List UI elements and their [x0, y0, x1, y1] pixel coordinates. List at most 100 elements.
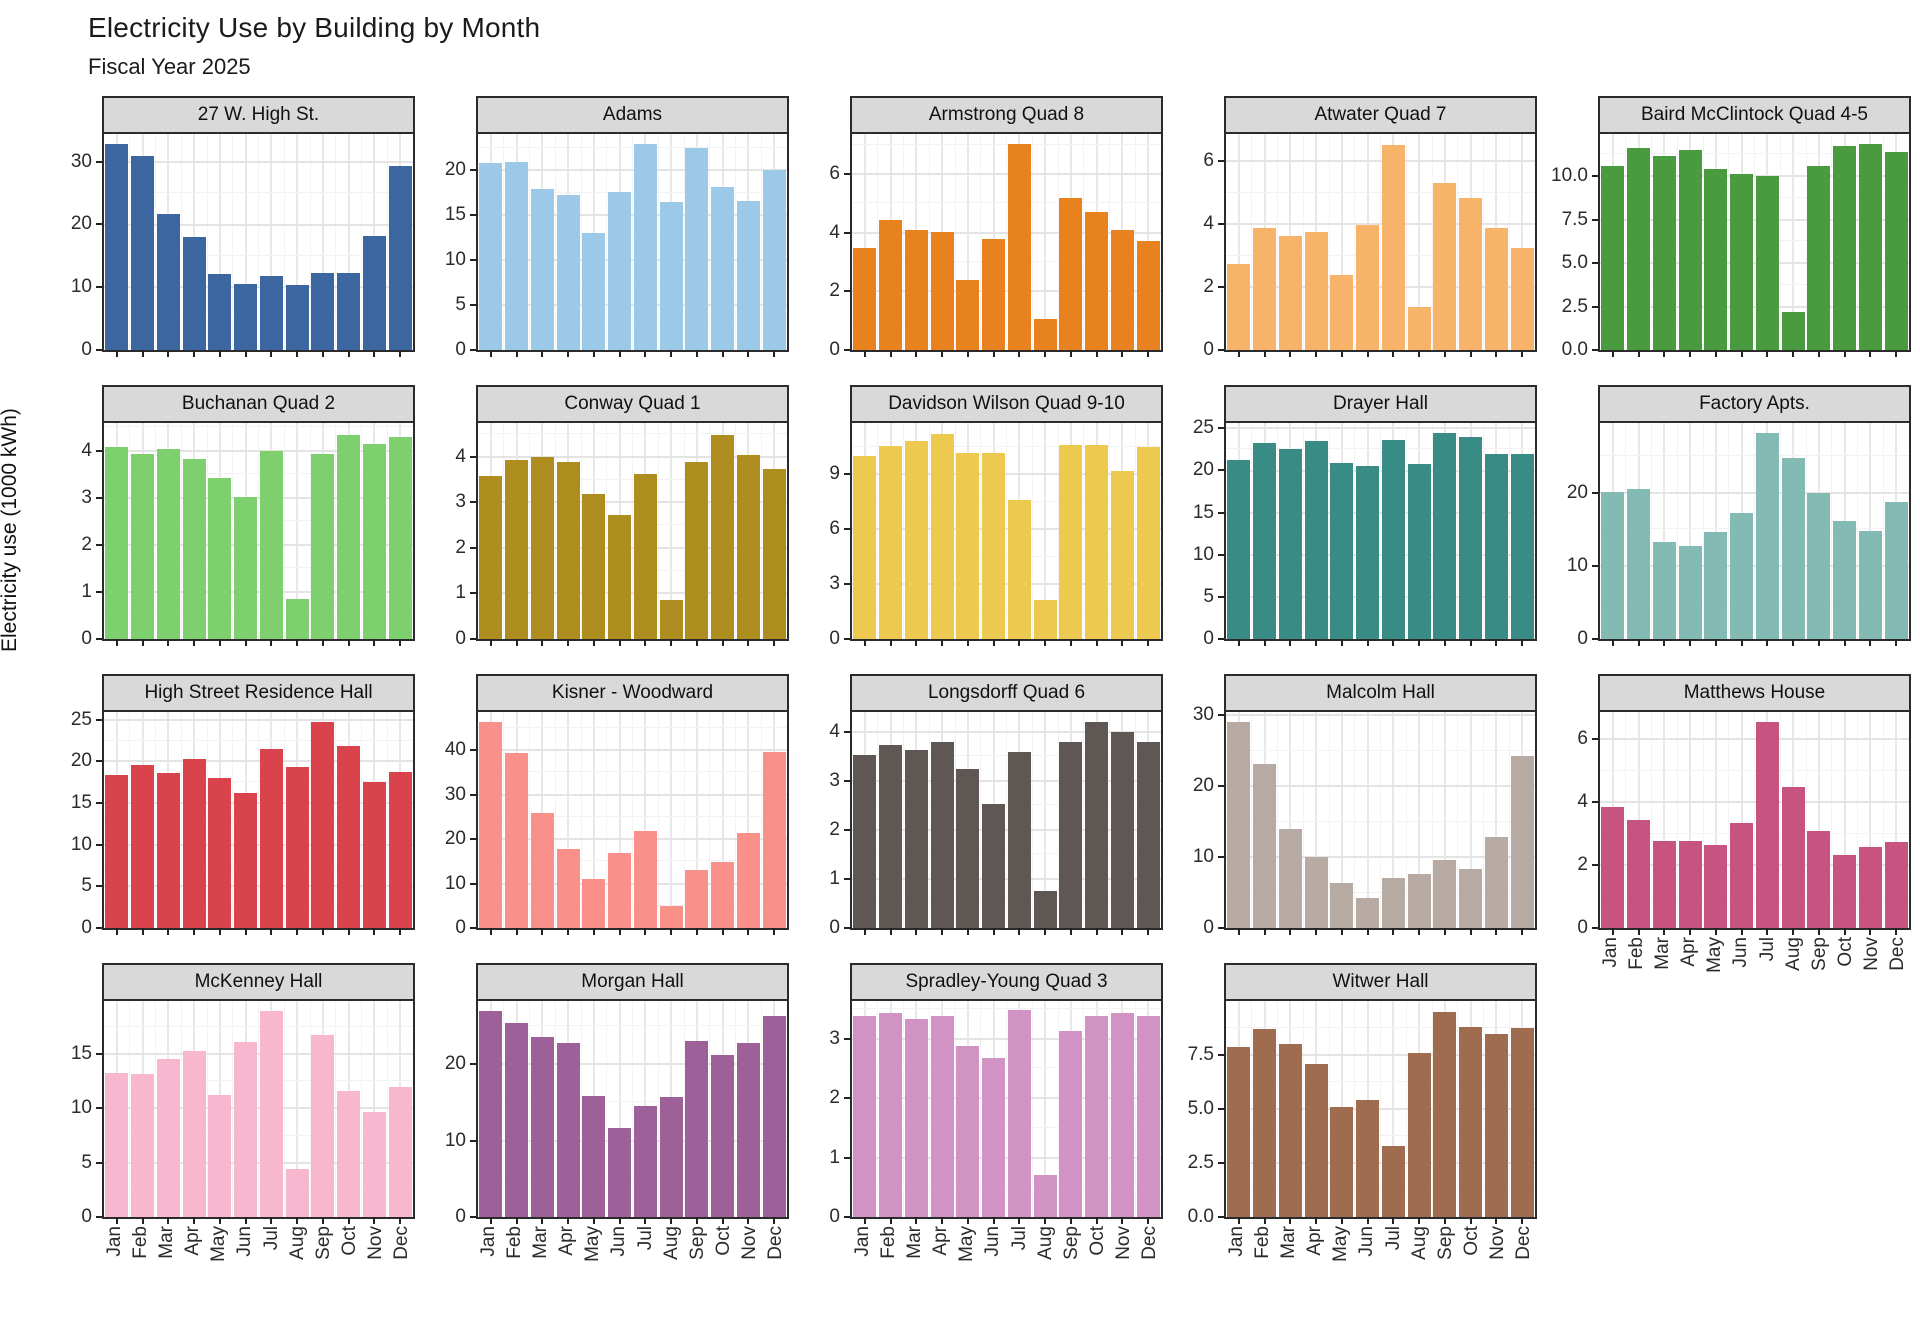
gridline-minor-h — [1226, 191, 1535, 193]
bar-slot — [1110, 423, 1136, 639]
bar-slot — [929, 423, 955, 639]
bar-slot — [1007, 712, 1033, 928]
x-tick-mark — [1315, 350, 1318, 357]
x-tick-mark — [1263, 928, 1266, 935]
bar-slot — [284, 134, 310, 350]
y-tick-label: 4 — [829, 221, 840, 243]
bar-slot — [336, 134, 362, 350]
x-tick-mark — [773, 1217, 776, 1224]
gridline-minor-v — [1779, 712, 1781, 928]
bar — [182, 458, 206, 639]
gridline-minor-h — [478, 146, 787, 148]
y-tick-mark — [1592, 801, 1598, 804]
gridline-major-h — [478, 1063, 787, 1066]
gridline-minor-h — [852, 1126, 1161, 1128]
gridline-minor-v — [1625, 423, 1627, 639]
x-tick-mark — [1392, 1217, 1395, 1224]
bar-group — [1226, 712, 1535, 928]
bar-slot — [1432, 1001, 1458, 1217]
x-label-slot: Feb — [1250, 1226, 1276, 1288]
y-tick-label: 20 — [1192, 775, 1214, 797]
gridline-minor-v — [903, 1001, 904, 1217]
bar — [208, 1095, 232, 1217]
bar-slot — [1652, 134, 1678, 350]
bar-slot — [852, 712, 878, 928]
y-tick-mark — [96, 286, 102, 289]
x-label-slot: Apr — [554, 1226, 580, 1288]
x-tick-mark — [1366, 928, 1369, 935]
bar-slot — [1135, 134, 1161, 350]
bar-slot — [478, 712, 504, 928]
gridline-major-h — [852, 528, 1161, 531]
bar-slot — [504, 712, 530, 928]
gridline-minor-v — [129, 423, 131, 639]
gridline-minor-v — [1728, 712, 1730, 928]
bar — [259, 1010, 283, 1217]
x-tick-mark — [1340, 350, 1343, 357]
gridline-minor-v — [760, 423, 762, 639]
bar — [1110, 1013, 1134, 1217]
gridline-minor-v — [129, 134, 131, 350]
bar — [1407, 463, 1431, 639]
x-tick-mark — [1315, 639, 1318, 646]
gridline-minor-v — [309, 134, 311, 350]
bar — [1110, 471, 1134, 639]
gridline-major-h — [104, 286, 413, 289]
bar — [1356, 1100, 1380, 1217]
x-label-slot: Dec — [389, 1226, 415, 1288]
y-tick-label: 10 — [444, 1129, 466, 1151]
y-tick-label: 3 — [81, 486, 92, 508]
x-tick-mark — [1637, 928, 1640, 935]
bar-slot — [1381, 423, 1407, 639]
x-tick-mark — [167, 350, 170, 357]
x-tick-label: Jan — [852, 1226, 874, 1257]
facet-strip-title: 27 W. High St. — [197, 104, 320, 125]
bar — [853, 1016, 877, 1217]
bar-group — [1226, 423, 1535, 639]
gridline-minor-h — [852, 853, 1161, 855]
x-label-slot: Oct — [1833, 937, 1859, 999]
bar — [762, 170, 786, 350]
bar-slot — [284, 1001, 310, 1217]
bar-slot — [130, 423, 156, 639]
y-tick-label: 20 — [70, 750, 92, 772]
gridline-minor-v — [1483, 134, 1484, 350]
x-tick-mark — [1392, 350, 1395, 357]
y-tick-label: 6 — [1203, 150, 1214, 172]
gridline-minor-h — [1226, 820, 1535, 822]
facet-panel — [850, 423, 1163, 641]
bar — [1627, 148, 1651, 350]
bar — [1381, 145, 1405, 350]
bar — [1781, 786, 1805, 928]
bar — [234, 1041, 258, 1217]
gridline-minor-v — [1754, 712, 1755, 928]
facet-longsdorff-quad-6: Longsdorff Quad 6 0 1 2 3 4 — [794, 674, 1168, 963]
gridline-major-v — [1044, 712, 1047, 928]
gridline-major-h — [478, 793, 787, 796]
x-tick-mark — [1843, 639, 1846, 646]
x-tick-mark — [1869, 928, 1872, 935]
x-tick-mark — [747, 928, 750, 935]
x-label-slot: Sep — [1059, 1226, 1085, 1288]
gridline-minor-v — [1702, 712, 1704, 928]
gridline-minor-v — [657, 712, 659, 928]
facet-strip-title: Davidson Wilson Quad 9-10 — [888, 393, 1125, 414]
gridline-major-v — [1869, 423, 1872, 639]
x-tick-mark — [1018, 350, 1021, 357]
x-tick-label: Dec — [1138, 1226, 1160, 1260]
facet-panel — [476, 712, 789, 930]
bar — [105, 1073, 129, 1217]
bar — [285, 1168, 309, 1217]
x-label-slot: Jun — [1354, 1226, 1380, 1288]
y-tick-label: 20 — [70, 213, 92, 235]
y-tick-mark — [470, 749, 476, 752]
y-tick-mark — [1592, 491, 1598, 494]
bar-slot — [259, 134, 285, 350]
gridline-minor-v — [1380, 134, 1381, 350]
x-tick-label: Jun — [608, 1226, 630, 1257]
bar-slot — [310, 423, 336, 639]
y-tick-label: 0 — [455, 1206, 466, 1227]
facet-strip-title: High Street Residence Hall — [144, 682, 373, 703]
gridline-minor-v — [1251, 423, 1253, 639]
gridline-minor-v — [1251, 712, 1253, 928]
